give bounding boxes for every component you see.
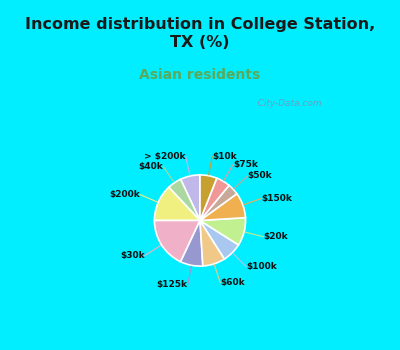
Wedge shape bbox=[200, 186, 237, 220]
Wedge shape bbox=[154, 220, 200, 262]
Text: > $200k: > $200k bbox=[144, 152, 186, 161]
Text: $100k: $100k bbox=[246, 262, 277, 271]
Wedge shape bbox=[200, 194, 246, 220]
Text: $125k: $125k bbox=[157, 280, 188, 289]
Text: $150k: $150k bbox=[262, 194, 292, 203]
Text: $75k: $75k bbox=[233, 160, 258, 169]
Text: Income distribution in College Station,
TX (%): Income distribution in College Station, … bbox=[25, 17, 375, 50]
Wedge shape bbox=[169, 179, 200, 220]
Text: $10k: $10k bbox=[212, 152, 237, 161]
Text: City-Data.com: City-Data.com bbox=[249, 99, 322, 108]
Wedge shape bbox=[154, 187, 200, 220]
Wedge shape bbox=[180, 175, 200, 220]
Text: $50k: $50k bbox=[248, 171, 272, 180]
Text: Asian residents: Asian residents bbox=[139, 68, 261, 82]
Text: $40k: $40k bbox=[138, 162, 163, 171]
Wedge shape bbox=[180, 220, 203, 266]
Wedge shape bbox=[200, 178, 229, 220]
Text: $30k: $30k bbox=[120, 251, 145, 260]
Wedge shape bbox=[200, 220, 224, 266]
Wedge shape bbox=[200, 175, 217, 220]
Text: $20k: $20k bbox=[263, 232, 288, 241]
Wedge shape bbox=[200, 218, 246, 245]
Wedge shape bbox=[200, 220, 238, 259]
Text: $60k: $60k bbox=[220, 278, 245, 287]
Text: $200k: $200k bbox=[109, 190, 140, 199]
